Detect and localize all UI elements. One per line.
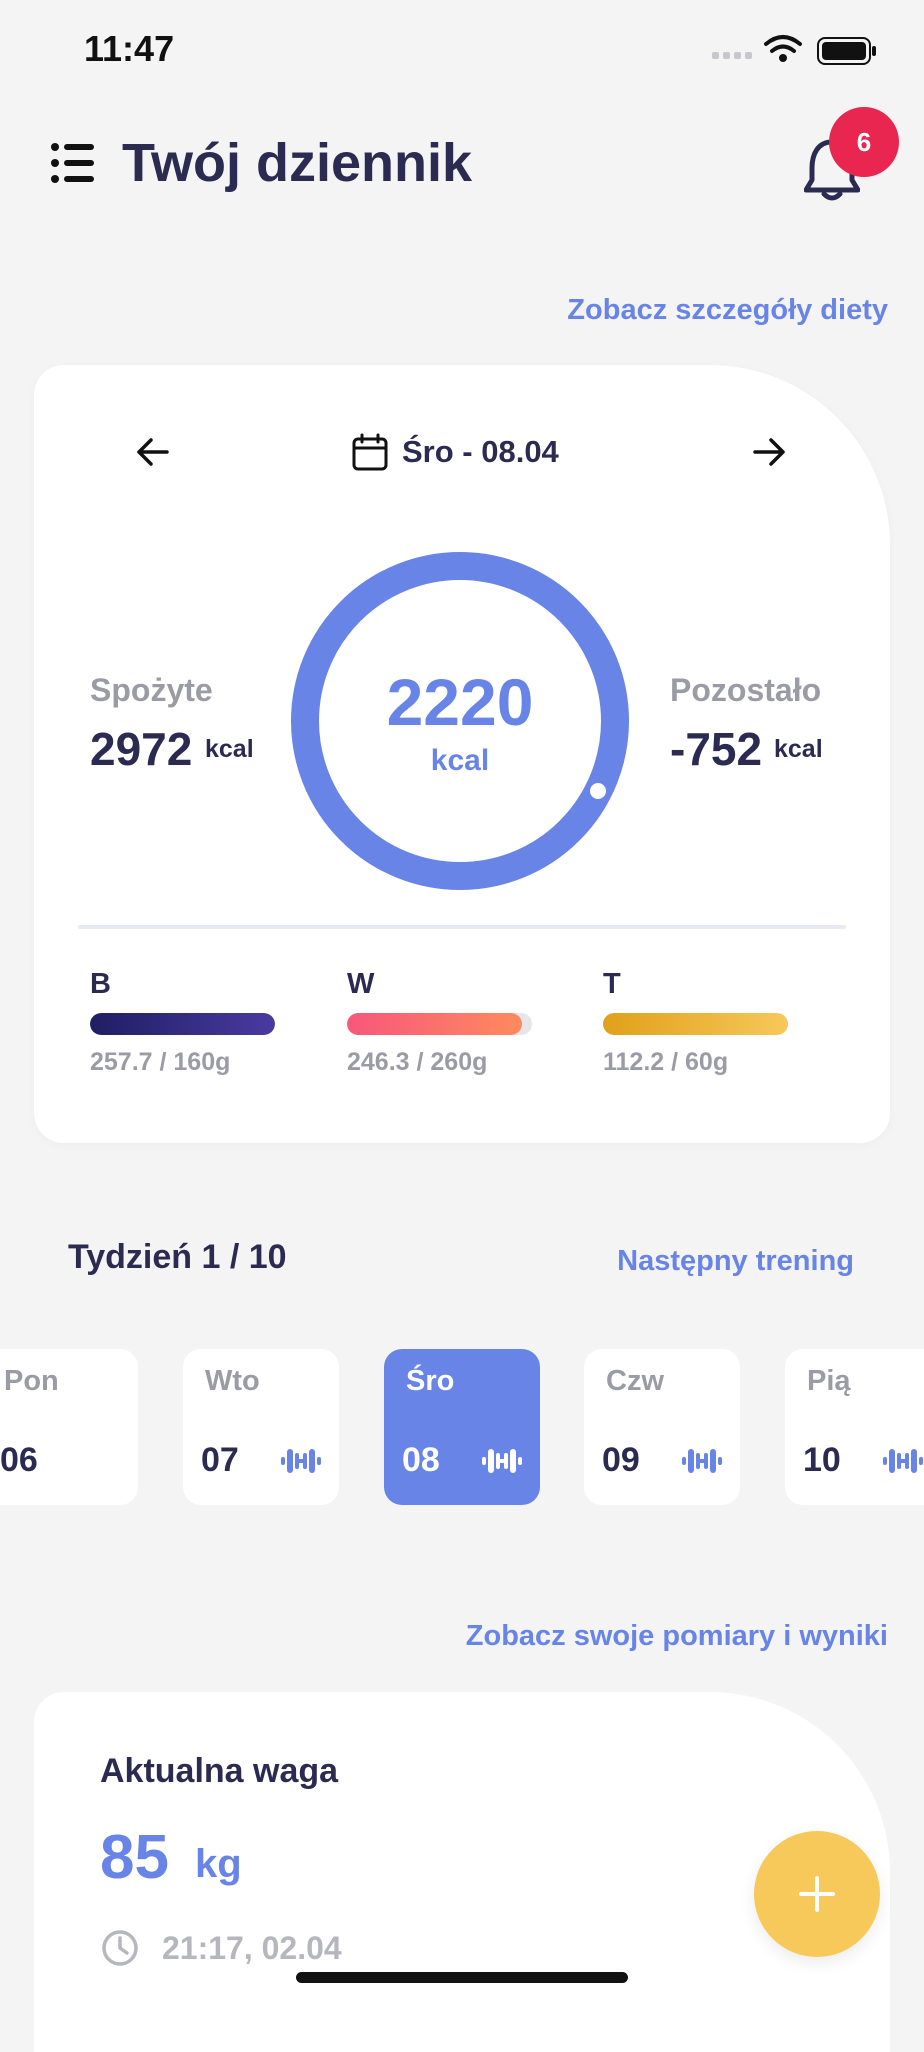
home-indicator	[296, 1972, 628, 1983]
calorie-target-value: 2220	[386, 665, 534, 739]
day-name: Czw	[606, 1365, 664, 1397]
notification-badge[interactable]: 6	[829, 107, 899, 177]
macro-protein-bar	[90, 1013, 275, 1035]
macro-protein-fill	[90, 1013, 275, 1035]
macro-fat-fill	[603, 1013, 788, 1035]
day-number: 09	[602, 1441, 640, 1479]
weight-card	[34, 1692, 890, 2052]
current-date[interactable]: Śro - 08.04	[402, 434, 559, 469]
macro-carbs-value: 246.3 / 260g	[347, 1048, 488, 1076]
day-wed[interactable]: Śro 08	[384, 1349, 540, 1505]
eaten-value: 2972	[90, 723, 193, 775]
remaining-value: -752	[670, 723, 763, 775]
weight-value: 85	[100, 1823, 169, 1892]
macro-fat-label: T	[603, 968, 621, 1000]
weight-timestamp: 21:17, 02.04	[162, 1930, 342, 1966]
weight-title: Aktualna waga	[100, 1752, 339, 1790]
day-number: 08	[402, 1441, 440, 1479]
eaten-unit: kcal	[205, 735, 254, 763]
day-name: Pią	[807, 1365, 851, 1397]
menu-icon[interactable]	[50, 140, 96, 186]
clock-icon	[102, 1930, 138, 1966]
day-number: 07	[201, 1441, 239, 1479]
plus-icon	[799, 1876, 835, 1912]
measurements-link[interactable]: Zobacz swoje pomiary i wyniki	[465, 1620, 888, 1652]
page-title: Twój dziennik	[122, 133, 472, 193]
day-name: Wto	[205, 1365, 260, 1397]
macro-carbs-label: W	[347, 968, 375, 1000]
macro-fat-value: 112.2 / 60g	[603, 1048, 729, 1076]
day-tue[interactable]: Wto 07	[183, 1349, 339, 1505]
remaining-unit: kcal	[774, 735, 823, 763]
day-name: Śro	[406, 1365, 455, 1397]
macro-carbs-fill	[347, 1013, 523, 1035]
wifi-icon	[764, 35, 802, 53]
macro-fat-bar	[603, 1013, 788, 1035]
eaten-label: Spożyte	[90, 672, 213, 708]
arrow-right-icon[interactable]	[747, 430, 791, 474]
day-name: Pon	[4, 1365, 59, 1397]
ring-indicator	[590, 783, 606, 799]
weight-unit: kg	[195, 1842, 242, 1886]
calorie-target-unit: kcal	[430, 744, 490, 777]
day-fri[interactable]: Pią 10	[785, 1349, 924, 1505]
status-icons	[712, 35, 876, 65]
calendar-icon	[352, 433, 388, 471]
macro-protein-label: B	[90, 968, 111, 1000]
dumbbell-icon	[883, 1449, 923, 1473]
next-training-link[interactable]: Następny trening	[617, 1245, 854, 1277]
macro-carbs-bar	[347, 1013, 532, 1035]
arrow-left-icon[interactable]	[131, 430, 175, 474]
dumbbell-icon	[281, 1449, 321, 1473]
diet-details-link[interactable]: Zobacz szczegóły diety	[567, 294, 888, 326]
add-button[interactable]	[754, 1831, 880, 1957]
calorie-ring	[291, 552, 629, 890]
week-title: Tydzień 1 / 10	[68, 1238, 287, 1276]
remaining-label: Pozostało	[670, 672, 822, 708]
status-time: 11:47	[84, 28, 175, 69]
day-number: 10	[803, 1441, 841, 1479]
dumbbell-icon	[482, 1449, 522, 1473]
battery-icon	[817, 37, 876, 65]
divider	[78, 925, 846, 929]
day-mon[interactable]: Pon 06	[0, 1349, 138, 1505]
macro-protein-value: 257.7 / 160g	[90, 1048, 231, 1076]
day-thu[interactable]: Czw 09	[584, 1349, 740, 1505]
day-number: 06	[0, 1441, 38, 1479]
dumbbell-icon	[682, 1449, 722, 1473]
